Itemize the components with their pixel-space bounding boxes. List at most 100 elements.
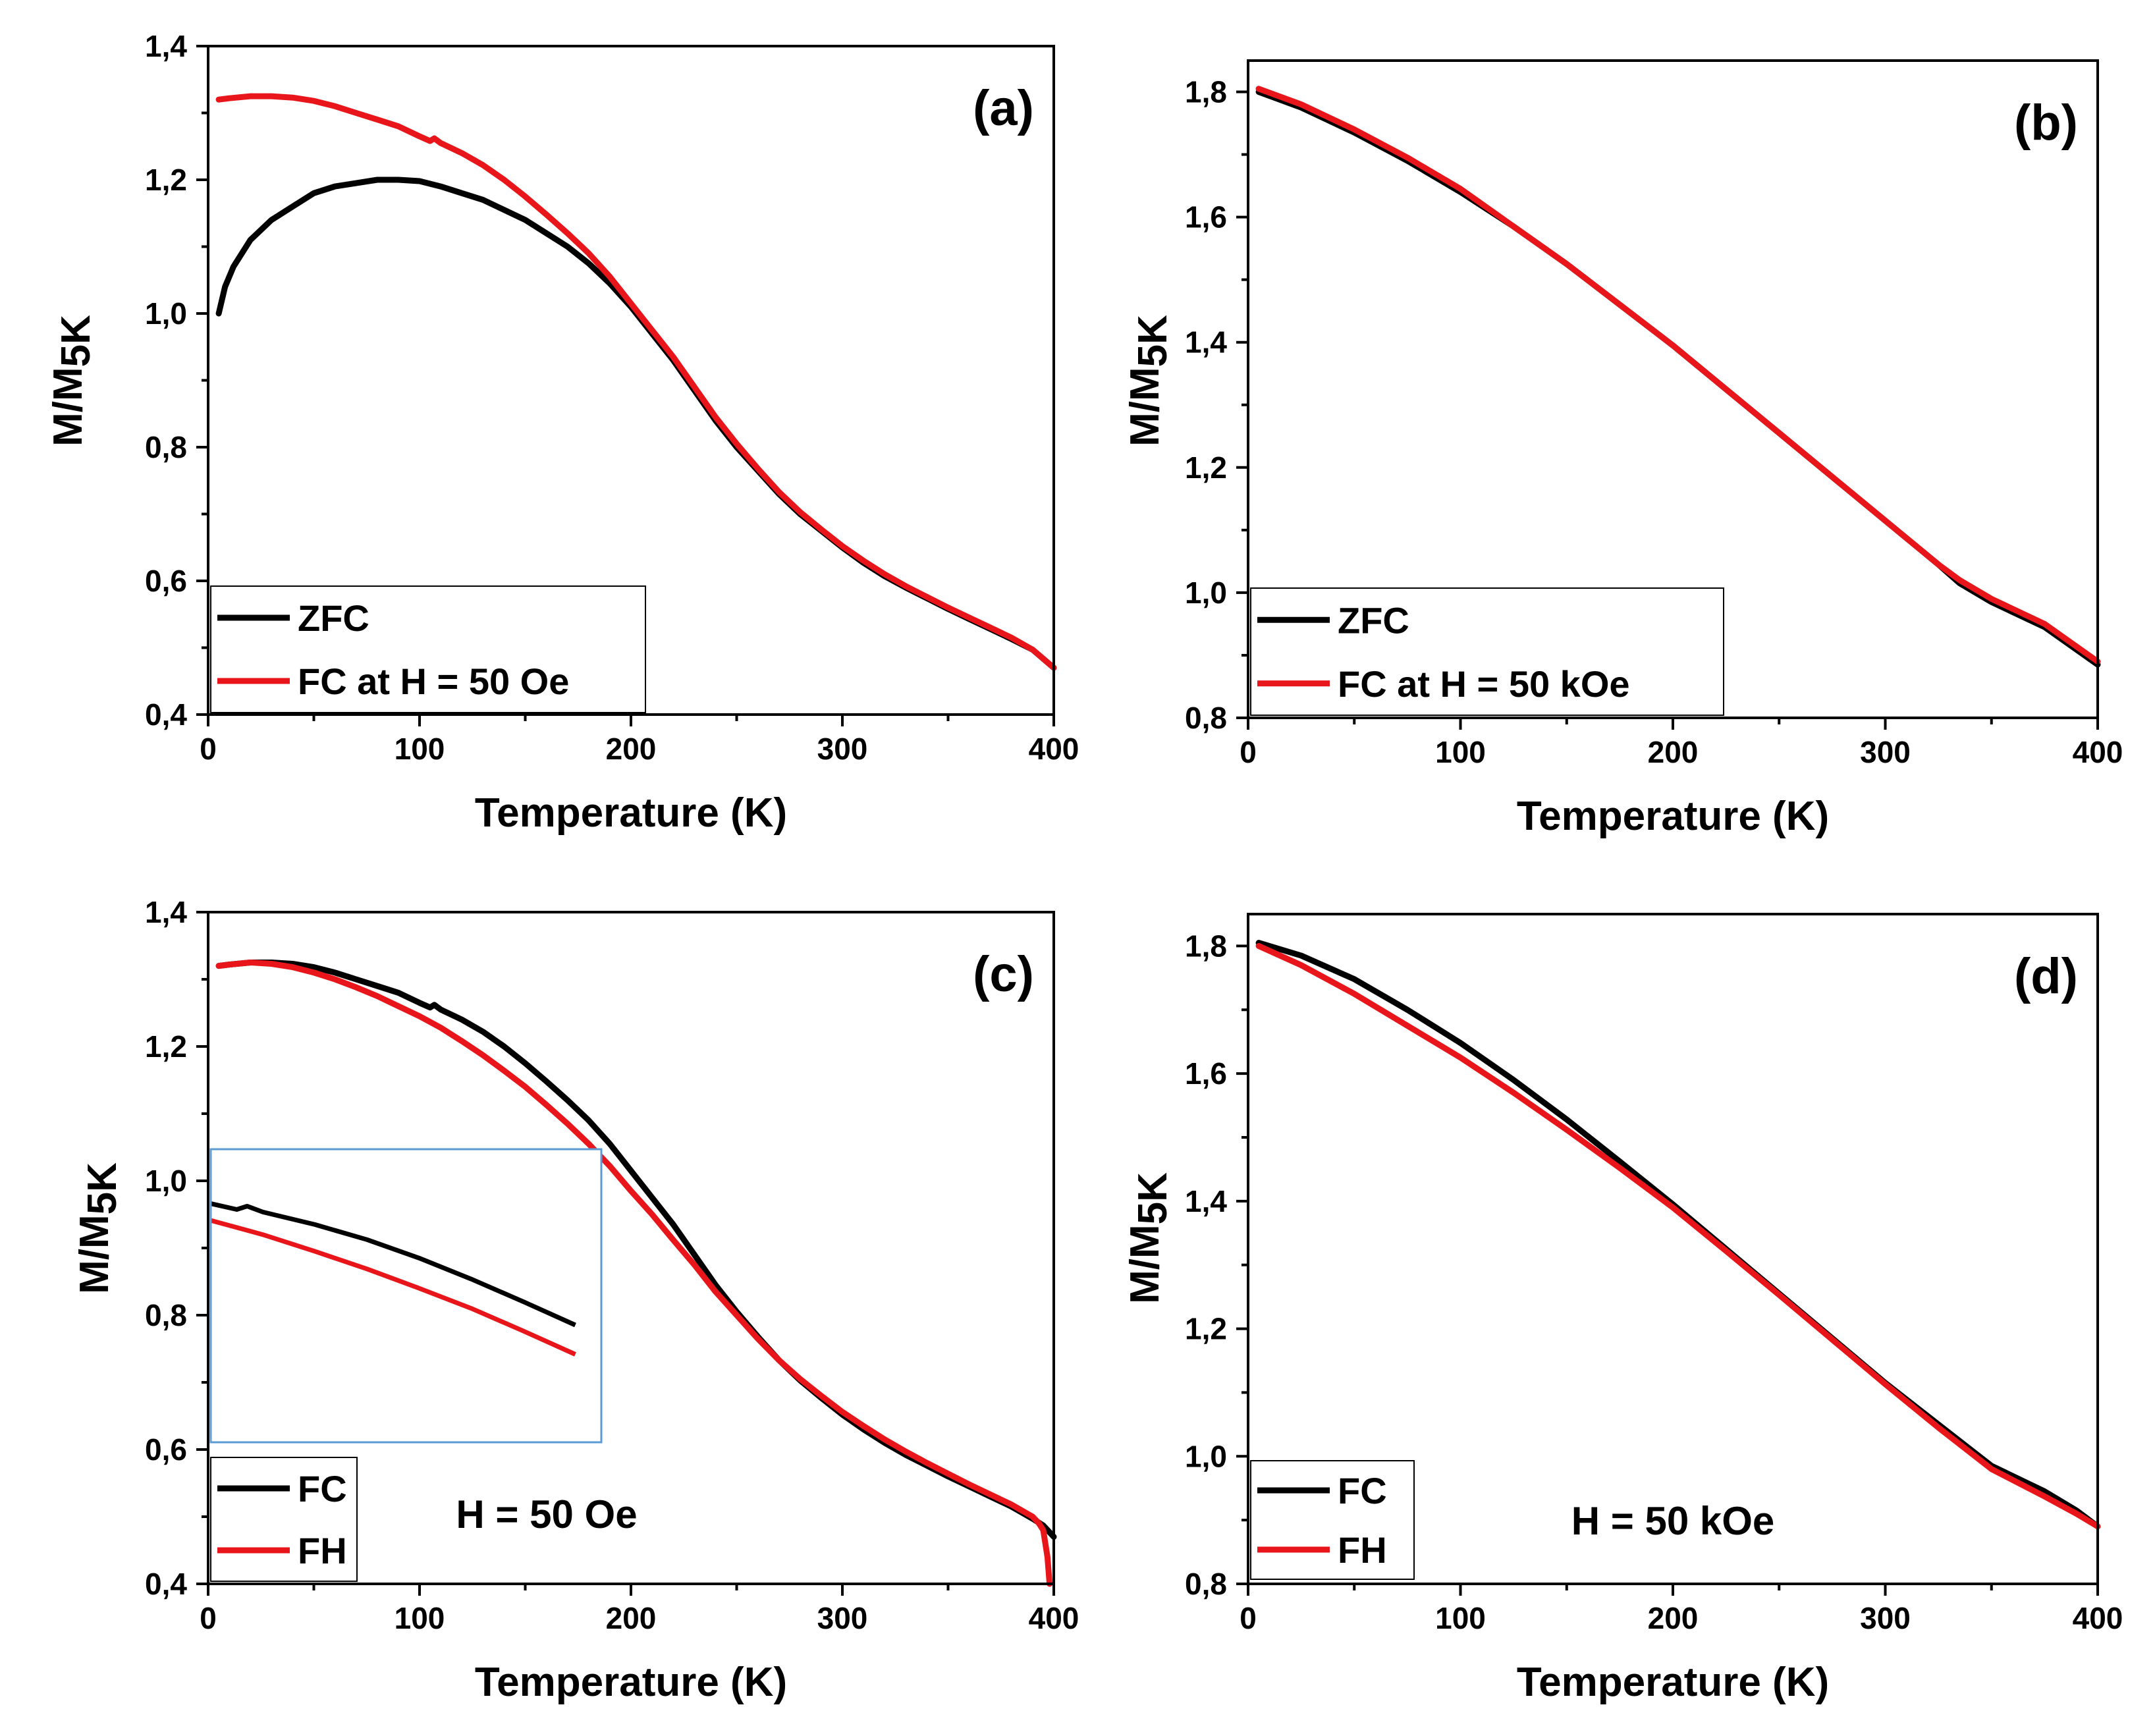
y-axis-title-sub: 5K [1130,315,1176,367]
y-tick-label: 1,0 [1185,1439,1227,1473]
x-tick-label: 200 [1648,1601,1699,1635]
y-tick-label: 0,8 [1185,701,1227,735]
x-tick-label: 200 [606,1601,657,1635]
x-axis-title: Temperature (K) [1517,1660,1829,1705]
panel-label: (c) [973,946,1034,1002]
series-line-red [215,93,1057,671]
x-tick-label: 300 [1860,1601,1911,1635]
series-line-red [1255,86,2101,665]
x-tick-label: 0 [200,1601,217,1635]
inset-background [211,1149,601,1442]
legend-label: ZFC [298,597,369,639]
panel-d: 0 100 200 300 400 0,8 1,0 1,2 1,4 1,6 1,8 Temperatu… [1122,913,2123,1705]
series-group [1255,940,2101,1530]
y-tick-label: 1,0 [145,296,187,331]
legend-box [210,585,646,713]
y-tick-label: 1,8 [1185,75,1227,109]
y-tick-label: 0,6 [145,1432,187,1467]
x-tick-label: 300 [817,1601,868,1635]
field-annotation: H = 50 Oe [456,1492,637,1536]
x-tick-label: 300 [1860,735,1911,769]
y-tick-label: 0,8 [145,1298,187,1332]
y-axis-title-main: M/M [1122,367,1168,447]
y-tick-label: 1,8 [1185,929,1227,963]
legend-label: FC at H = 50 kOe [1338,663,1630,705]
x-tick-label: 100 [395,1601,445,1635]
y-tick-label: 0,4 [145,697,187,732]
y-tick-label: 0,4 [145,1567,187,1601]
legend-label: FC [1338,1470,1387,1511]
inset-series-line-black [210,1201,576,1328]
legend: ZFC FC at H = 50 Oe [210,585,646,713]
legend-label: FC at H = 50 Oe [298,661,569,702]
legend-label: FC [298,1468,347,1509]
x-tick-label: 400 [2073,735,2123,769]
legend-box [1250,587,1724,716]
y-tick-label: 0,6 [145,564,187,598]
legend: ZFC FC at H = 50 kOe [1250,587,1724,716]
legend-label: ZFC [1338,599,1409,641]
series-line-black [1255,940,2101,1530]
x-tick-label: 300 [817,732,868,766]
y-tick-label: 1,2 [1185,450,1227,485]
inset-series-line-red [210,1218,576,1357]
panel-label: (a) [973,80,1034,136]
panel-label: (b) [2014,95,2078,151]
y-axis-title-main: M/M [1122,1224,1168,1304]
x-tick-label: 0 [200,732,217,766]
series-group [215,960,1057,1587]
x-tick-label: 200 [1648,735,1699,769]
y-axis-title-sub: 5K [1130,1172,1176,1224]
y-tick-label: 1,2 [145,163,187,197]
legend-label: FH [298,1530,347,1571]
series-line-red [1255,942,2101,1530]
inset [209,1148,603,1444]
series-line-red [215,960,1053,1587]
x-tick-label: 0 [1240,735,1257,769]
x-axis-title: Temperature (K) [475,1660,787,1705]
y-axis-title: M/M5K [45,315,99,447]
x-tick-label: 100 [395,732,445,766]
y-tick-label: 1,4 [1185,325,1227,360]
y-tick-label: 1,4 [1185,1184,1227,1218]
legend: FC FH [210,1457,358,1582]
panel-b: 0 100 200 300 400 0,8 1,0 1,2 1,4 1,6 1,8 Temperatu… [1122,59,2123,839]
legend-box [1250,1460,1415,1580]
x-tick-label: 100 [1435,735,1486,769]
y-tick-label: 1,4 [145,895,187,929]
series-group [215,93,1057,671]
y-axis-title-sub: 5K [53,315,99,367]
y-tick-label: 1,0 [1185,576,1227,610]
y-axis-title: M/M5K [1122,315,1176,447]
x-axis-title: Temperature (K) [1517,794,1829,839]
x-tick-label: 200 [606,732,657,766]
y-axis-title: M/M5K [1122,1172,1176,1304]
x-axis-title: Temperature (K) [475,790,787,836]
x-tick-label: 400 [1029,1601,1079,1635]
panel-c: 0 100 200 300 400 0,4 0,6 0,8 1,0 1,2 1,4 Temperatu… [72,895,1079,1705]
y-tick-label: 1,6 [1185,200,1227,234]
panel-a: 0 100 200 300 400 0,4 0,6 0,8 1,0 1,2 1,4 Temperatu… [45,29,1079,836]
y-tick-label: 1,0 [145,1164,187,1198]
inset-frame [209,1148,603,1444]
series-group [1255,86,2101,668]
y-tick-label: 1,4 [145,29,187,63]
y-tick-label: 1,2 [145,1029,187,1064]
legend: FC FH [1250,1460,1415,1580]
y-tick-label: 0,8 [1185,1567,1227,1601]
series-line-black [1255,89,2101,668]
y-tick-label: 1,6 [1185,1056,1227,1091]
y-axis-title: M/M5K [72,1162,125,1294]
x-tick-label: 400 [1029,732,1079,766]
y-axis-title-main: M/M [72,1214,117,1294]
y-axis-title-sub: 5K [80,1162,125,1214]
legend-label: FH [1338,1529,1387,1571]
x-tick-label: 100 [1435,1601,1486,1635]
x-tick-label: 400 [2073,1601,2123,1635]
y-tick-label: 0,8 [145,430,187,464]
legend-box [210,1457,358,1582]
x-tick-label: 0 [1240,1601,1257,1635]
panel-label: (d) [2014,948,2078,1004]
y-tick-label: 1,2 [1185,1312,1227,1346]
y-axis-title-main: M/M [45,367,91,447]
